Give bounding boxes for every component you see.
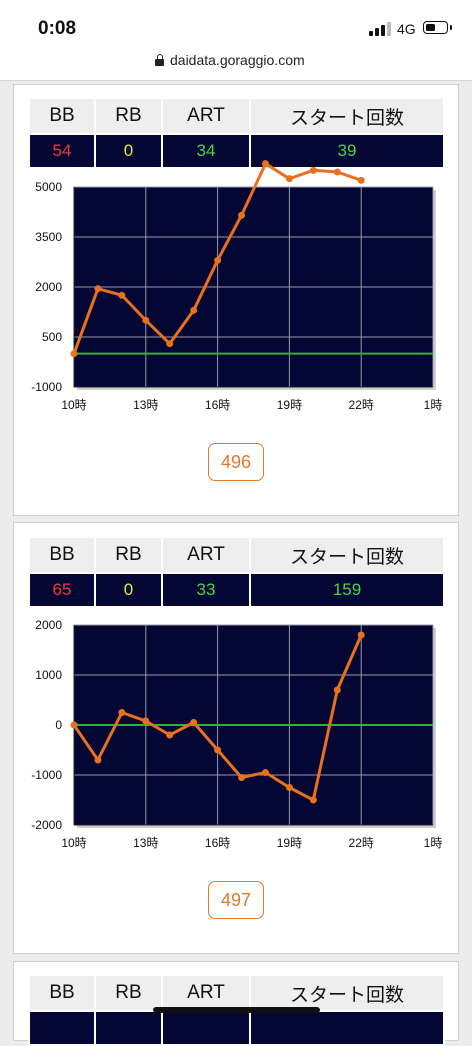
y-tick-label: 1000 [35,668,62,682]
data-point [190,719,198,726]
data-point [309,166,317,174]
bb-header: BB [28,97,96,135]
machine-data-panel: BB RB ART スタート回数 54 0 34 39 5000 3500 2000… [13,84,459,516]
data-point [309,796,317,804]
start-count-header: スタート回数 [249,97,445,135]
rb-value [94,1010,163,1046]
bb-value: 65 [28,572,96,608]
bb-header: BB [28,536,96,574]
stats-table: BB RB ART スタート回数 [28,974,445,1046]
y-tick-label: -2000 [31,818,62,832]
data-point [333,168,341,176]
data-point [166,731,174,739]
data-point [166,340,174,348]
x-tick-label: 13時 [133,836,158,850]
y-tick-label: -1000 [31,380,62,394]
url-text[interactable]: daidata.goraggio.com [170,52,305,68]
x-tick-label: 22時 [349,398,374,412]
payout-line-chart: 5000 3500 2000 500 -1000 10時 13時 16時 19時 22時 1時 [31,160,443,412]
data-point [357,631,365,639]
x-tick-label: 19時 [277,836,302,850]
x-tick-label: 22時 [349,836,374,850]
stats-table: BB RB ART スタート回数 54 0 34 39 [28,97,445,169]
clock: 0:08 [38,18,77,39]
machine-data-panel: BB RB ART スタート回数 [13,961,459,1046]
data-point [190,306,198,314]
y-tick-label: 5000 [35,180,62,194]
start-count-value: 159 [249,572,445,608]
start-count-header: スタート回数 [249,536,445,574]
total-games-button[interactable]: 496 [208,443,264,481]
rb-header: RB [94,536,163,574]
art-value [161,1010,251,1046]
status-bar: 0:08 4G [0,0,472,44]
data-point [142,316,150,324]
battery-icon [423,21,452,34]
data-point [238,211,246,219]
x-tick-label: 10時 [61,398,86,412]
battery-fill [426,24,436,31]
art-header: ART [161,97,251,135]
bb-header: BB [28,974,96,1012]
data-point [333,686,341,694]
address-bar[interactable]: daidata.goraggio.com [0,44,472,81]
rb-value: 0 [94,572,163,608]
start-count-value: 39 [249,133,445,169]
start-count-value [249,1010,445,1046]
home-indicator [153,1007,320,1013]
data-point [94,285,102,293]
x-tick-label: 1時 [424,398,443,412]
x-tick-label: 13時 [133,398,158,412]
y-tick-label: 2000 [35,280,62,294]
x-tick-label: 16時 [205,836,230,850]
data-point [285,175,293,183]
data-point [70,721,78,729]
y-tick-label: 2000 [35,618,62,632]
bb-value: 54 [28,133,96,169]
data-point [94,756,102,764]
data-point [285,784,293,791]
network-type: 4G [397,21,416,37]
machine-data-panel: BB RB ART スタート回数 65 0 33 159 2000 1000 0 -1… [13,522,459,954]
stats-table: BB RB ART スタート回数 65 0 33 159 [28,536,445,608]
data-point [118,291,126,299]
art-value: 34 [161,133,251,169]
cellular-signal-icon [369,22,391,36]
x-tick-label: 1時 [424,836,443,850]
data-point [70,350,78,358]
lock-icon [155,54,164,66]
data-point [357,176,365,184]
art-value: 33 [161,572,251,608]
x-tick-label: 16時 [205,398,230,412]
start-count-header: スタート回数 [249,974,445,1012]
art-header: ART [161,974,251,1012]
data-point [214,746,222,754]
data-point [261,160,269,168]
payout-line-chart: 2000 1000 0 -1000 -2000 10時 13時 16時 19時 22時 1時 [31,618,443,850]
rb-header: RB [94,97,163,135]
y-tick-label: 500 [42,330,62,344]
data-point [261,769,269,776]
x-tick-label: 19時 [277,398,302,412]
bb-value [28,1010,96,1046]
y-tick-label: 0 [55,718,62,732]
rb-header: RB [94,974,163,1012]
data-point [118,709,126,716]
total-games-button[interactable]: 497 [208,881,264,919]
data-point [142,717,150,725]
y-tick-label: 3500 [35,230,62,244]
x-tick-label: 10時 [61,836,86,850]
data-point [214,256,222,264]
art-header: ART [161,536,251,574]
data-point [238,774,246,781]
rb-value: 0 [94,133,163,169]
y-tick-label: -1000 [31,768,62,782]
